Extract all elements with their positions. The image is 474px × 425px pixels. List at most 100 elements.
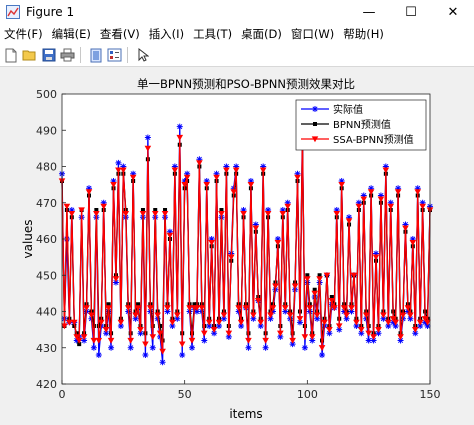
- edit-plot-icon[interactable]: [134, 47, 151, 64]
- menu-insert[interactable]: 插入(I): [148, 27, 185, 41]
- data-point: [274, 240, 282, 246]
- legend-item: SSA-BPNN预测值: [301, 133, 414, 146]
- data-point: [93, 211, 100, 217]
- x-tick-label: 150: [420, 388, 441, 401]
- data-point: [389, 316, 397, 322]
- data-point: [301, 344, 308, 351]
- data-point: [402, 225, 409, 232]
- data-point: [178, 341, 186, 348]
- data-point: [149, 344, 156, 351]
- data-point: [137, 327, 144, 333]
- data-point: [382, 167, 390, 174]
- data-point: [127, 337, 134, 344]
- data-point: [158, 324, 163, 328]
- data-point: [151, 211, 159, 217]
- data-point: [319, 352, 326, 358]
- data-point: [232, 167, 240, 174]
- data-point: [407, 315, 414, 322]
- data-point: [215, 319, 223, 326]
- data-point: [198, 305, 206, 312]
- data-point: [375, 330, 382, 337]
- y-tick-label: 430: [36, 342, 57, 355]
- figure-canvas[interactable]: 0 50 100 150 420 430 440 450 460 470 480 490 500 单一B…: [0, 67, 474, 425]
- data-point: [277, 330, 284, 337]
- menu-edit[interactable]: 编辑(E): [51, 27, 91, 41]
- data-point: [421, 316, 429, 322]
- data-point: [247, 182, 255, 188]
- data-point: [169, 319, 176, 326]
- data-point: [174, 312, 181, 319]
- data-point: [127, 344, 134, 351]
- matlab-figure-icon: [6, 5, 20, 19]
- data-point: [85, 189, 93, 196]
- menu-bar: 文件(F) 编辑(E) 查看(V) 插入(I) 工具(T) 桌面(D) 窗口(W…: [0, 24, 474, 44]
- data-point: [120, 167, 127, 174]
- data-point: [392, 319, 399, 326]
- insert-colorbar-icon[interactable]: [106, 47, 123, 64]
- maximize-button[interactable]: ☐: [405, 4, 417, 20]
- data-point: [137, 330, 144, 337]
- data-point: [257, 319, 265, 326]
- data-point: [203, 182, 211, 188]
- minimize-button[interactable]: —: [362, 4, 376, 20]
- data-point: [329, 295, 334, 299]
- data-point: [304, 276, 311, 283]
- open-icon[interactable]: [21, 47, 38, 64]
- data-point: [77, 342, 82, 347]
- data-point: [140, 208, 145, 212]
- menu-desktop[interactable]: 桌面(D): [241, 27, 282, 41]
- data-point: [340, 305, 348, 312]
- data-point: [309, 337, 316, 344]
- data-point: [186, 305, 193, 312]
- menu-help[interactable]: 帮助(H): [343, 27, 384, 41]
- data-point: [100, 203, 108, 210]
- data-point: [115, 167, 122, 174]
- data-point: [218, 211, 225, 217]
- y-tick-label: 450: [36, 269, 57, 282]
- data-point: [156, 330, 164, 337]
- data-point: [306, 305, 314, 312]
- print-icon[interactable]: [59, 47, 76, 64]
- data-point: [254, 298, 262, 304]
- data-point: [318, 345, 326, 351]
- data-point: [193, 308, 200, 315]
- data-point: [213, 174, 220, 181]
- save-icon[interactable]: [40, 47, 57, 64]
- data-point: [66, 319, 73, 326]
- data-point: [164, 305, 171, 312]
- close-button[interactable]: ✕: [447, 4, 459, 20]
- data-point: [78, 207, 85, 214]
- data-point: [269, 305, 277, 312]
- data-point: [159, 348, 166, 355]
- data-point: [70, 319, 78, 326]
- data-point: [380, 315, 387, 322]
- data-point: [338, 182, 345, 188]
- data-point: [102, 327, 110, 333]
- data-point: [394, 189, 402, 196]
- data-point: [323, 272, 331, 279]
- data-point: [397, 334, 404, 341]
- data-point: [83, 305, 90, 312]
- data-point: [312, 106, 318, 112]
- menu-file[interactable]: 文件(F): [4, 27, 43, 41]
- data-point: [75, 337, 83, 344]
- data-point: [281, 305, 289, 312]
- menu-tools[interactable]: 工具(T): [193, 27, 233, 41]
- data-point: [192, 302, 197, 307]
- data-point: [328, 298, 336, 304]
- y-tick-label: 500: [36, 88, 57, 101]
- data-point: [317, 273, 322, 278]
- y-tick-label: 480: [36, 161, 57, 174]
- data-point: [110, 182, 117, 188]
- data-point: [134, 305, 142, 312]
- data-point: [407, 312, 414, 319]
- data-point: [372, 254, 380, 261]
- menu-window[interactable]: 窗口(W): [290, 27, 335, 41]
- figure-toolbar: [0, 44, 474, 67]
- new-figure-icon[interactable]: [2, 47, 19, 64]
- menu-view[interactable]: 查看(V): [99, 27, 140, 41]
- legend[interactable]: 实际值 BPNN预测值 SSA-BPNN预测值: [295, 99, 427, 151]
- link-plot-icon[interactable]: [87, 47, 104, 64]
- data-point: [230, 189, 238, 196]
